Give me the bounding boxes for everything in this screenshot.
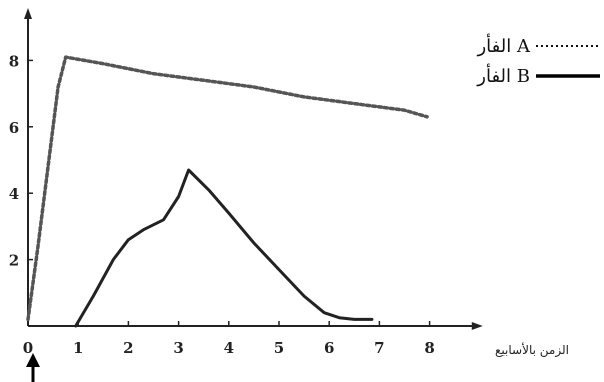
x-tick-label: 2 xyxy=(123,339,133,357)
x-tick-label: 5 xyxy=(274,339,284,357)
tick-labels: 0 1 2 3 4 5 6 7 8 2 4 6 8 xyxy=(9,52,435,357)
x-axis-label: الزمن بالأسابيع xyxy=(495,342,569,358)
legend-label: الفأر A xyxy=(476,33,531,57)
series-a-line xyxy=(26,55,429,322)
series-b-line xyxy=(74,168,374,328)
legend-label: الفأر B xyxy=(476,63,530,87)
x-tick-label: 3 xyxy=(173,339,183,357)
y-tick-label: 6 xyxy=(9,119,19,137)
y-tick-label: 2 xyxy=(9,252,19,270)
arrow-up-icon xyxy=(26,353,40,382)
x-tick-label: 0 xyxy=(23,339,33,357)
x-tick-label: 4 xyxy=(224,339,234,357)
x-tick-label: 6 xyxy=(324,339,334,357)
x-tick-label: 1 xyxy=(73,339,83,357)
y-tick-label: 8 xyxy=(9,52,19,70)
x-tick-label: 8 xyxy=(424,339,434,357)
axes xyxy=(24,8,483,330)
y-axis-arrow xyxy=(24,8,32,19)
legend: الفأر A الفأر B xyxy=(476,33,600,87)
y-tick-label: 4 xyxy=(9,185,19,203)
x-axis-arrow xyxy=(471,322,483,330)
x-tick-label: 7 xyxy=(374,339,384,357)
series-lines xyxy=(26,55,429,328)
